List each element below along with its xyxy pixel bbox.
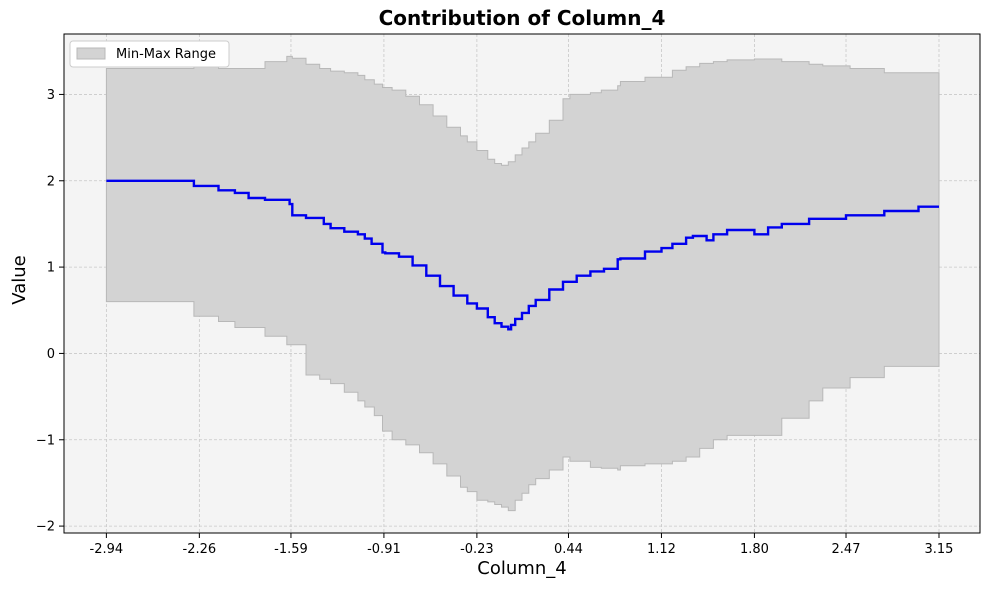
legend-box — [69, 40, 230, 68]
chart-title: Contribution of Column_4 — [379, 6, 666, 30]
y-tick-label-0: −2 — [36, 520, 55, 535]
x-tick-label-6: 1.12 — [647, 542, 676, 557]
legend: Min-Max Range — [69, 40, 230, 68]
legend-label-min-max: Min-Max Range — [116, 47, 216, 62]
x-tick-label-1: -2.26 — [183, 542, 217, 557]
legend-swatch-min-max — [76, 47, 106, 60]
contribution-line — [106, 179, 939, 331]
y-tick-label-4: 2 — [47, 174, 55, 189]
x-tick-label-0: -2.94 — [90, 542, 124, 557]
x-tick-label-3: -0.91 — [367, 542, 401, 557]
y-tick-label-2: 0 — [47, 347, 55, 362]
axes-frame — [63, 33, 981, 534]
y-tick-label-1: −1 — [36, 433, 55, 448]
x-tick-label-7: 1.80 — [740, 542, 769, 557]
x-tick-label-9: 3.15 — [925, 542, 954, 557]
y-tick-label-5: 3 — [47, 88, 55, 103]
y-axis-label: Value — [9, 255, 30, 304]
x-axis-label: Column_4 — [477, 558, 566, 579]
x-tick-label-2: -1.59 — [274, 542, 308, 557]
min-max-range-area — [105, 55, 940, 512]
y-tick-label-3: 1 — [47, 261, 55, 276]
x-tick-label-5: 0.44 — [554, 542, 583, 557]
x-tick-label-8: 2.47 — [832, 542, 861, 557]
x-tick-label-4: -0.23 — [460, 542, 494, 557]
